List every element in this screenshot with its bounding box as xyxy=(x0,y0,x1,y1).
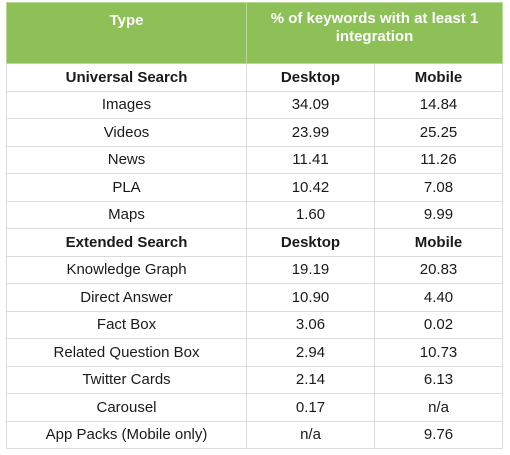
row-mobile: 9.99 xyxy=(373,200,504,229)
row-mobile: n/a xyxy=(373,393,504,422)
row-desktop: n/a xyxy=(246,420,375,449)
row-type: Fact Box xyxy=(6,310,247,339)
table-row: Related Question Box 2.94 10.73 xyxy=(6,338,504,367)
header-row: Type % of keywords with at least 1 integ… xyxy=(6,2,504,64)
row-desktop: 1.60 xyxy=(246,200,375,229)
row-type: Direct Answer xyxy=(6,283,247,312)
row-mobile: 0.02 xyxy=(373,310,504,339)
row-desktop: 2.94 xyxy=(246,338,375,367)
table-row: Videos 23.99 25.25 xyxy=(6,118,504,147)
section-col-mobile: Mobile xyxy=(373,228,504,257)
section-name: Extended Search xyxy=(6,228,247,257)
row-desktop: 34.09 xyxy=(246,90,375,119)
header-type: Type xyxy=(6,2,247,64)
section-col-desktop: Desktop xyxy=(246,63,375,92)
row-mobile: 7.08 xyxy=(373,173,504,202)
row-type: Images xyxy=(6,90,247,119)
row-desktop: 3.06 xyxy=(246,310,375,339)
row-desktop: 19.19 xyxy=(246,255,375,284)
section-col-mobile: Mobile xyxy=(373,63,504,92)
row-mobile: 10.73 xyxy=(373,338,504,367)
row-mobile: 4.40 xyxy=(373,283,504,312)
row-type: Twitter Cards xyxy=(6,365,247,394)
row-type: Knowledge Graph xyxy=(6,255,247,284)
table-row: Direct Answer 10.90 4.40 xyxy=(6,283,504,312)
table-row: PLA 10.42 7.08 xyxy=(6,173,504,202)
table-row: Fact Box 3.06 0.02 xyxy=(6,310,504,339)
row-type: App Packs (Mobile only) xyxy=(6,420,247,449)
table-row: Twitter Cards 2.14 6.13 xyxy=(6,365,504,394)
row-type: News xyxy=(6,145,247,174)
row-type: Maps xyxy=(6,200,247,229)
section-name: Universal Search xyxy=(6,63,247,92)
row-desktop: 0.17 xyxy=(246,393,375,422)
row-desktop: 23.99 xyxy=(246,118,375,147)
row-mobile: 20.83 xyxy=(373,255,504,284)
row-type: Carousel xyxy=(6,393,247,422)
table-row: Images 34.09 14.84 xyxy=(6,90,504,119)
table-row: News 11.41 11.26 xyxy=(6,145,504,174)
header-metric: % of keywords with at least 1 integratio… xyxy=(245,2,504,64)
row-desktop: 10.42 xyxy=(246,173,375,202)
row-mobile: 14.84 xyxy=(373,90,504,119)
row-type: Related Question Box xyxy=(6,338,247,367)
table-row: Maps 1.60 9.99 xyxy=(6,200,504,229)
row-mobile: 11.26 xyxy=(373,145,504,174)
integration-table-container: Type % of keywords with at least 1 integ… xyxy=(6,2,504,449)
row-type: PLA xyxy=(6,173,247,202)
row-mobile: 25.25 xyxy=(373,118,504,147)
section-header-row: Universal Search Desktop Mobile xyxy=(6,63,504,92)
integration-table: Type % of keywords with at least 1 integ… xyxy=(6,2,504,449)
row-mobile: 6.13 xyxy=(373,365,504,394)
row-desktop: 2.14 xyxy=(246,365,375,394)
section-header-row: Extended Search Desktop Mobile xyxy=(6,228,504,257)
row-mobile: 9.76 xyxy=(373,420,504,449)
section-col-desktop: Desktop xyxy=(246,228,375,257)
table-row: App Packs (Mobile only) n/a 9.76 xyxy=(6,420,504,449)
row-desktop: 11.41 xyxy=(246,145,375,174)
table-body: Universal Search Desktop Mobile Images 3… xyxy=(6,63,504,449)
table-row: Knowledge Graph 19.19 20.83 xyxy=(6,255,504,284)
row-desktop: 10.90 xyxy=(246,283,375,312)
row-type: Videos xyxy=(6,118,247,147)
table-row: Carousel 0.17 n/a xyxy=(6,393,504,422)
